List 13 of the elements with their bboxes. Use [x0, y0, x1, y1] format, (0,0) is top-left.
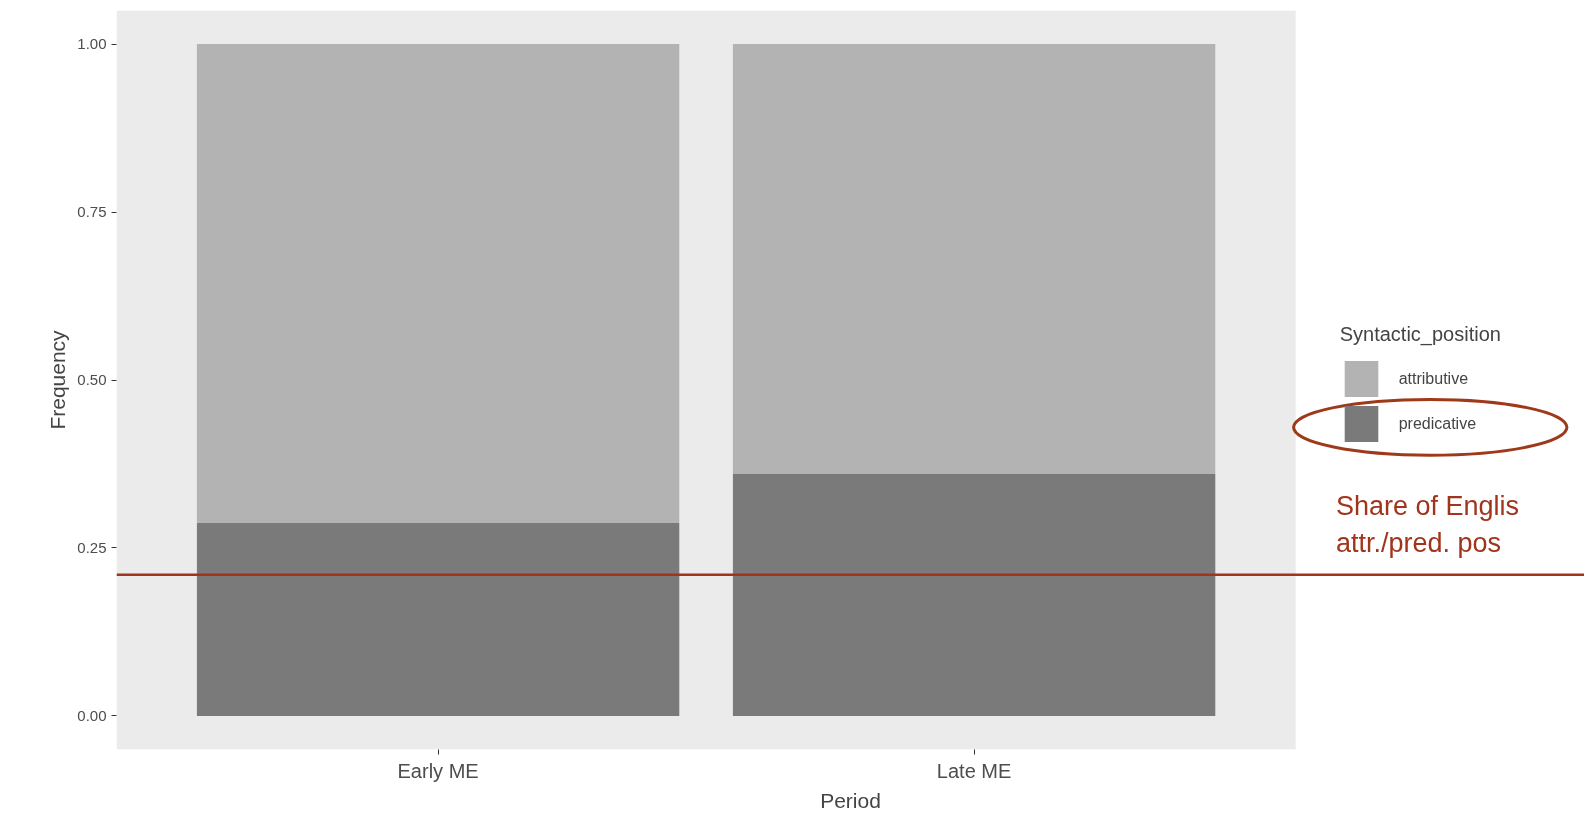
ref-line-label: Share of Englis attr./pred. pos	[1335, 490, 1520, 559]
y-tick-label: 0.50	[77, 371, 107, 388]
x-tick-label: Late ME	[936, 759, 1012, 782]
legend-label: predicative	[1398, 414, 1477, 433]
y-tick-label: 1.00	[77, 35, 107, 53]
x-tick-label: Early ME	[397, 759, 479, 782]
y-tick-label: 0.00	[77, 706, 107, 724]
y-tick-label: 0.25	[77, 538, 107, 556]
y-tick-label: 0.75	[77, 203, 107, 221]
x-axis-title: Period	[820, 788, 881, 812]
legend-title: Syntactic_position	[1339, 323, 1501, 346]
legend-label: attributive	[1398, 369, 1469, 388]
y-axis-title: Frequency	[46, 329, 70, 430]
